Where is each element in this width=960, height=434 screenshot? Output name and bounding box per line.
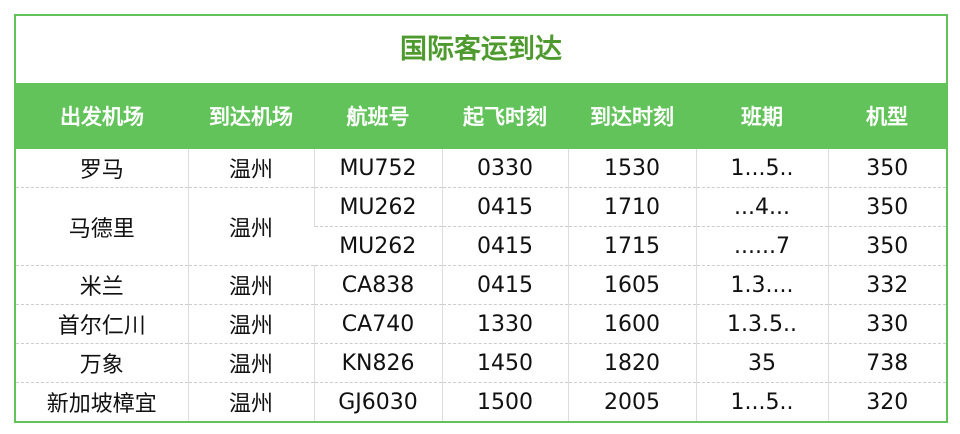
cell-arr: 1530 [567,149,696,188]
column-header: 航班号 [314,83,442,149]
cell-arr: 1605 [567,265,696,305]
cell-to: 温州 [187,149,314,188]
cell-aircraft: 350 [827,226,946,266]
cell-arr: 1710 [567,187,696,227]
table-row: 马德里 温州 MU262 0415 1710 ...4... 350 [16,187,946,266]
column-header: 起飞时刻 [442,83,568,149]
table-row: 罗马 温州 MU752 0330 1530 1...5.. 350 [16,149,946,188]
cell-aircraft: 320 [827,382,946,421]
cell-days: 1.3.5.. [695,304,828,344]
cell-flight: MU262 [314,226,442,266]
table-row: 首尔仁川 温州 CA740 1330 1600 1.3.5.. 330 [16,304,946,344]
cell-dep: 1500 [441,382,568,421]
cell-from: 米兰 [16,265,188,305]
cell-to: 温州 [187,343,314,383]
cell-arr: 2005 [567,382,696,421]
cell-aircraft: 350 [827,187,946,227]
cell-days: 1.3.... [695,265,828,305]
flight-table-panel: 国际客运到达 出发机场 到达机场 航班号 起飞时刻 到达时刻 班期 机型 罗马 温州 MU752… [14,14,948,423]
column-header: 出发机场 [16,83,188,149]
cell-days: 1...5.. [695,149,828,188]
cell-days: ...4... [695,187,828,227]
cell-flight: KN826 [313,343,442,383]
cell-from: 首尔仁川 [16,304,188,344]
cell-arr: 1820 [567,343,696,383]
cell-from: 万象 [16,343,188,383]
table-row: 万象 温州 KN826 1450 1820 35 738 [16,343,946,383]
cell-to: 温州 [187,187,314,266]
cell-to: 温州 [187,382,314,421]
column-header: 到达机场 [188,83,314,149]
table-row: MU262 0415 1715 ......7 350 [16,226,946,266]
cell-days: ......7 [695,226,828,266]
cell-arr: 1715 [567,226,696,266]
cell-arr: 1600 [567,304,696,344]
arrivals-table: 出发机场 到达机场 航班号 起飞时刻 到达时刻 班期 机型 罗马 温州 MU752 0330 153… [16,83,946,421]
cell-aircraft: 350 [827,149,946,188]
column-header: 到达时刻 [568,83,696,149]
cell-flight: MU752 [313,149,442,188]
cell-dep: 1450 [441,343,568,383]
table-row: 新加坡樟宜 温州 GJ6030 1500 2005 1...5.. 320 [16,382,946,421]
column-header: 班期 [696,83,828,149]
cell-from: 罗马 [16,149,188,188]
cell-flight: CA838 [313,265,442,305]
column-header: 机型 [828,83,946,149]
cell-flight: CA740 [313,304,442,344]
cell-days: 1...5.. [695,382,828,421]
cell-to: 温州 [187,304,314,344]
cell-from: 新加坡樟宜 [46,392,157,417]
cell-from: 马德里 [16,187,188,266]
table-row: 米兰 温州 CA838 0415 1605 1.3.... 332 [16,265,946,305]
cell-dep: 0415 [441,226,568,266]
cell-dep: 1330 [441,304,568,344]
cell-dep: 0415 [441,187,568,227]
cell-dep: 0330 [441,149,568,188]
cell-aircraft: 332 [827,265,946,305]
cell-flight: GJ6030 [313,382,442,421]
cell-dep: 0415 [441,265,568,305]
cell-aircraft: 330 [827,304,946,344]
header-row: 出发机场 到达机场 航班号 起飞时刻 到达时刻 班期 机型 [16,83,946,149]
table-title: 国际客运到达 [400,34,562,65]
cell-to: 温州 [187,265,314,305]
cell-flight: MU262 [313,187,442,227]
cell-days: 35 [695,343,828,383]
cell-aircraft: 738 [827,343,946,383]
